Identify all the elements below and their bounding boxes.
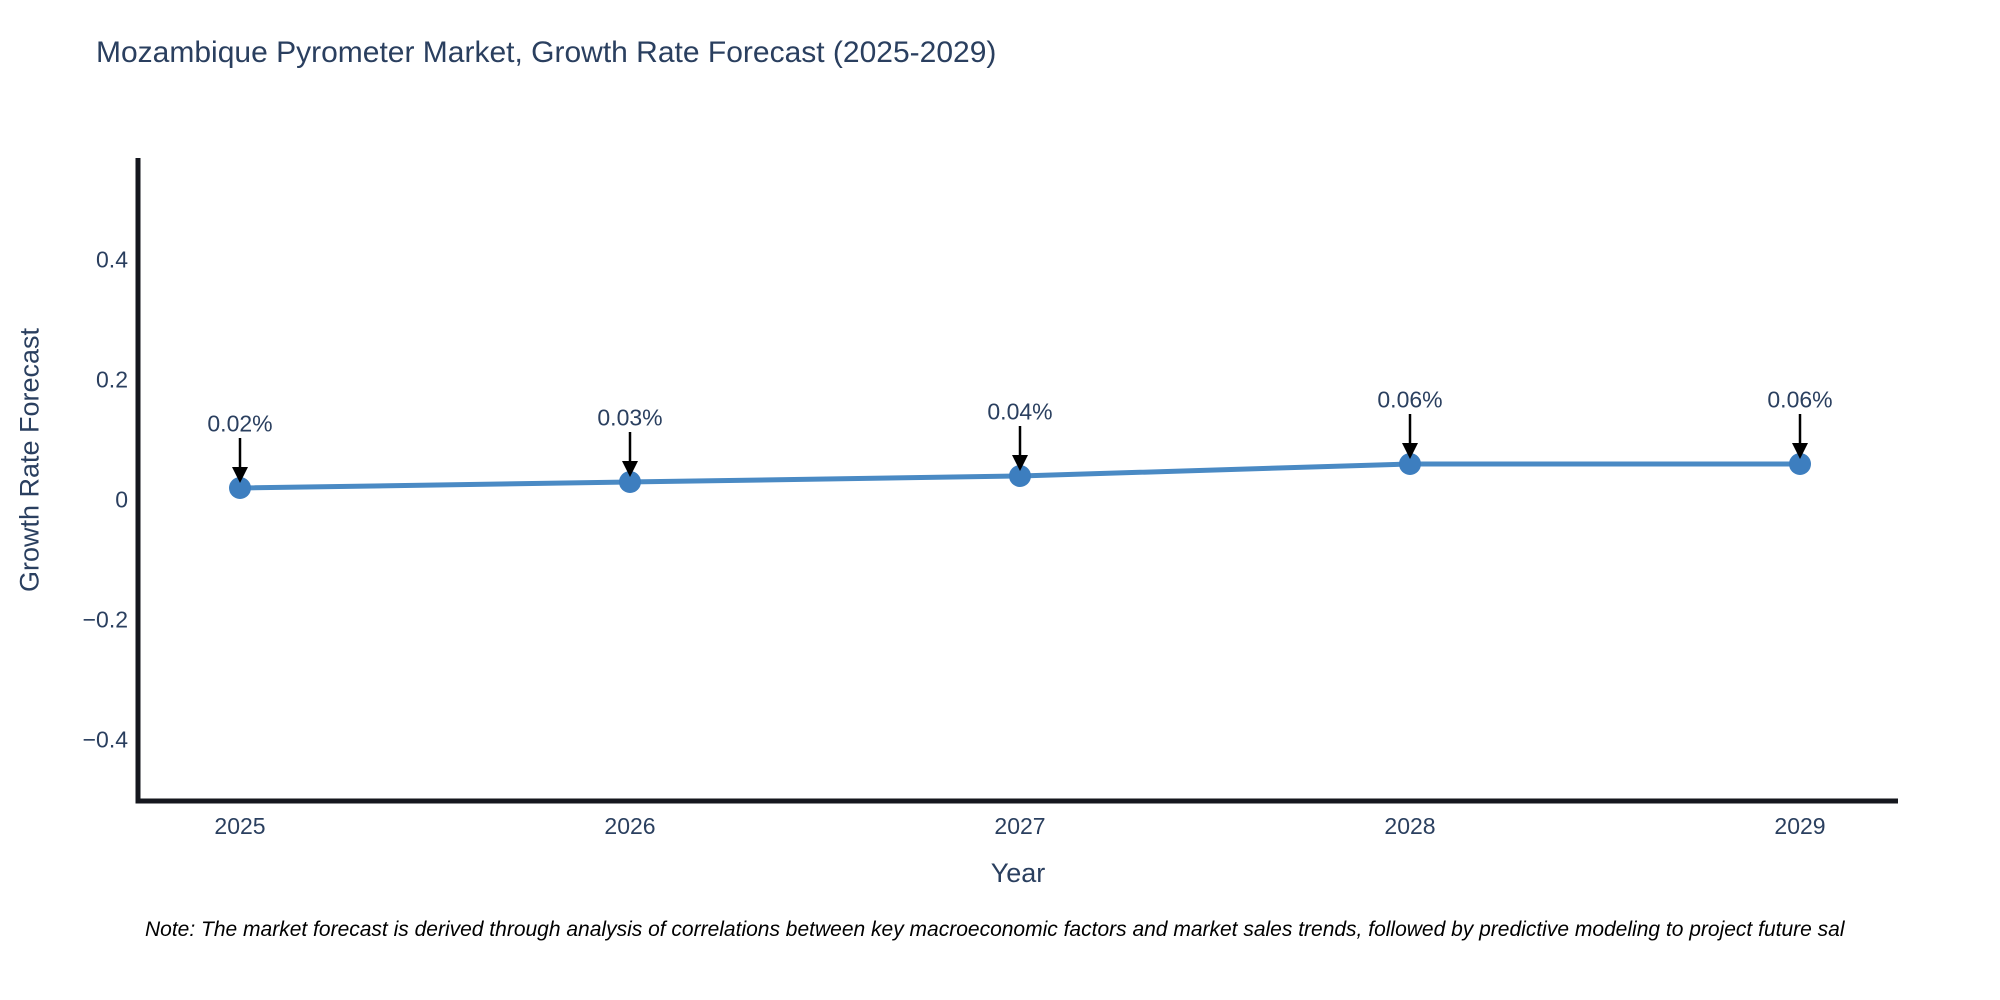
- y-tick-label: −0.4: [82, 726, 128, 753]
- data-point-marker: [229, 477, 251, 499]
- data-point-marker: [1789, 453, 1811, 475]
- annotation-arrow-head: [232, 467, 248, 483]
- y-tick-label: −0.2: [82, 606, 128, 633]
- x-tick-label: 2028: [1384, 813, 1436, 839]
- y-tick-label: 0.4: [96, 246, 128, 273]
- data-point-label: 0.06%: [1377, 386, 1443, 413]
- annotation-arrow-head: [1012, 455, 1028, 471]
- data-point-label: 0.06%: [1767, 386, 1833, 413]
- annotation-arrow-head: [622, 461, 638, 477]
- x-tick-label: 2027: [994, 813, 1046, 839]
- x-axis-title: Year: [990, 858, 1046, 888]
- annotation-arrow-head: [1792, 443, 1808, 459]
- x-tick-label: 2026: [604, 813, 656, 839]
- data-point-label: 0.03%: [597, 404, 663, 431]
- data-point-label: 0.04%: [987, 398, 1053, 425]
- y-axis-title: Growth Rate Forecast: [14, 327, 45, 593]
- x-tick-label: 2025: [214, 813, 266, 839]
- data-point-marker: [1009, 465, 1031, 487]
- data-point-marker: [1399, 453, 1421, 475]
- footnote-text: Note: The market forecast is derived thr…: [145, 918, 1845, 941]
- data-point-label: 0.02%: [207, 410, 273, 437]
- x-tick-label: 2029: [1774, 813, 1826, 839]
- chart-title: Mozambique Pyrometer Market, Growth Rate…: [96, 36, 997, 69]
- annotation-arrow-head: [1402, 443, 1418, 459]
- y-tick-label: 0.2: [96, 366, 128, 393]
- y-tick-label: 0: [115, 486, 128, 513]
- data-point-marker: [619, 471, 641, 493]
